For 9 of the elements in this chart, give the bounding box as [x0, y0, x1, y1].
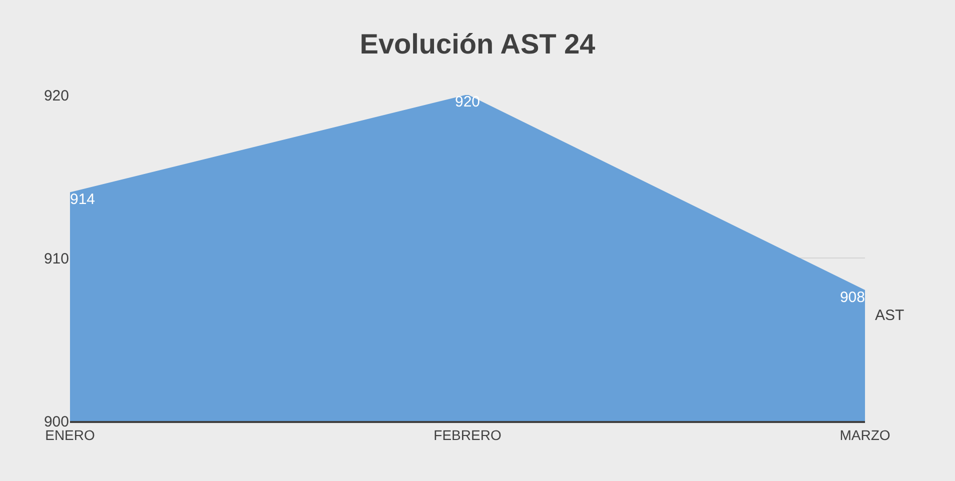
chart-title: Evolución AST 24 [360, 28, 596, 60]
y-tick-label: 920 [44, 87, 69, 104]
x-tick-label: FEBRERO [434, 426, 502, 443]
data-label: 914 [70, 191, 96, 208]
y-tick-label: 910 [44, 250, 69, 268]
data-label: 920 [454, 93, 480, 110]
data-label: 908 [840, 288, 865, 306]
x-tick-label: MARZO [840, 426, 890, 443]
series-label: AST [875, 307, 904, 324]
